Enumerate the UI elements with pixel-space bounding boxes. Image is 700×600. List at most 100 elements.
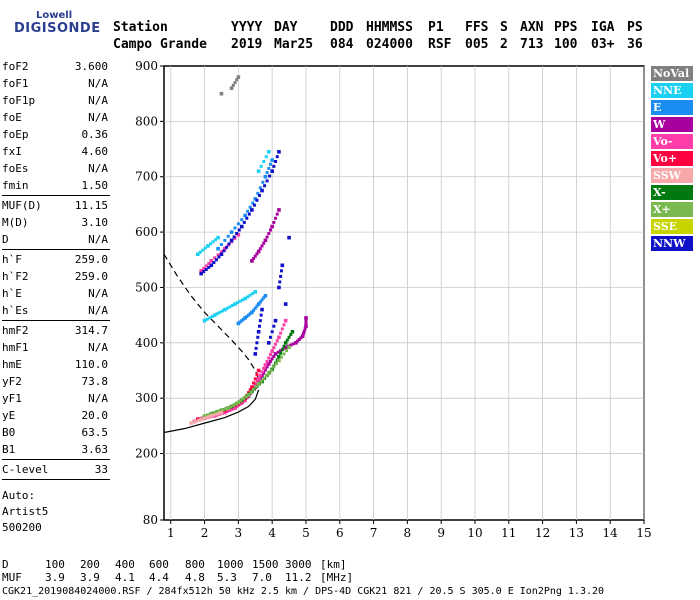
trace-point-nnw	[265, 179, 269, 183]
trace-point-nnw	[212, 261, 216, 265]
param-value: 259.0	[74, 253, 108, 266]
trace-point-e	[258, 300, 262, 304]
trace-point-ssw	[192, 420, 196, 424]
trace-point-nne	[236, 301, 240, 305]
distance-value: 3000	[285, 558, 312, 571]
trace-point-w	[291, 342, 295, 346]
param-divider	[2, 320, 110, 321]
trace-point-nnw	[204, 267, 208, 271]
trace-point-ssw	[202, 416, 206, 420]
muf-value: 7.0	[252, 571, 272, 584]
trace-point-nne	[233, 302, 237, 306]
param-key: foEs	[2, 162, 29, 175]
trace-point-x	[241, 397, 245, 401]
trace-point-nnw	[199, 271, 203, 276]
param-value: 3.600	[74, 60, 108, 73]
trace-point-vo	[270, 349, 274, 353]
distance-label: D	[2, 558, 9, 571]
legend-item-x: X+	[651, 202, 693, 217]
trace-point-e	[240, 218, 244, 222]
muf-value: 11.2	[285, 571, 312, 584]
header-label-3: DDD	[330, 20, 354, 35]
param-divider	[2, 479, 110, 480]
param-key: h`Es	[2, 304, 29, 317]
trace-point-nne	[214, 238, 218, 242]
trace-point-w	[303, 327, 307, 331]
trace-point-nnw	[214, 258, 218, 262]
trace-point-w	[297, 338, 301, 342]
auto-info: 500200	[2, 521, 42, 534]
trace-point-nnw	[270, 330, 274, 334]
trace-point-w	[301, 332, 305, 336]
param-value: N/A	[88, 287, 108, 300]
trace-point-vo	[275, 339, 279, 343]
trace-point-nne	[246, 295, 250, 299]
trace-point-vo	[258, 373, 262, 377]
header-label-2: DAY	[274, 20, 298, 35]
trace-point-vo	[236, 404, 240, 408]
x-tick-label: 9	[437, 526, 445, 540]
distance-value: 1000	[217, 558, 244, 571]
trace-point-nnw	[260, 307, 264, 312]
header-value-2: Mar25	[274, 37, 314, 52]
trace-point-w	[304, 320, 308, 324]
trace-point-e	[216, 246, 220, 251]
param-value: 20.0	[81, 409, 109, 422]
x-tick-label: 12	[535, 526, 550, 540]
trace-point-nne	[198, 250, 202, 254]
y-tick-label: 700	[135, 170, 158, 184]
param-key: C-level	[2, 463, 49, 476]
param-value: N/A	[88, 392, 108, 405]
header-label-1: YYYY	[231, 20, 263, 35]
trace-point-nne	[259, 164, 263, 168]
y-tick-label: 600	[135, 225, 158, 239]
trace-point-noval	[231, 83, 235, 87]
param-value: 3.63	[81, 443, 109, 456]
trace-point-nne	[208, 316, 212, 320]
trace-point-nnw	[254, 346, 258, 350]
x-tick-label: 13	[569, 526, 584, 540]
trace-point-vo	[213, 256, 217, 260]
trace-point-nne	[264, 155, 268, 159]
header-value-3: 084	[330, 37, 354, 52]
trace-point-vo	[202, 266, 206, 270]
trace-point-e	[245, 315, 249, 319]
trace-point-vo	[216, 253, 220, 257]
trace-point-x	[277, 354, 281, 359]
trace-point-e	[236, 321, 241, 326]
param-divider	[2, 249, 110, 250]
param-value: N/A	[88, 77, 108, 90]
trace-point-nnw	[257, 324, 261, 328]
trace-point-x	[269, 368, 273, 372]
trace-point-nne	[225, 306, 229, 310]
header-value-4: 024000	[366, 37, 413, 52]
trace-point-noval	[236, 75, 241, 79]
x-tick-label: 2	[201, 526, 209, 540]
header-value-10: 03+	[591, 37, 615, 52]
param-key: fxI	[2, 145, 22, 158]
muf-value: 3.9	[80, 571, 100, 584]
trace-point-w	[253, 254, 257, 258]
trace-point-e	[248, 205, 252, 209]
trace-point-x	[244, 395, 248, 399]
trace-point-nnw	[258, 319, 262, 323]
header-label-4: HHMMSS	[366, 20, 413, 35]
trace-point-w	[304, 322, 308, 326]
x-tick-label: 4	[268, 526, 276, 540]
trace-point-x	[259, 379, 263, 383]
trace-point-w	[262, 241, 266, 245]
param-row: foF1 N/A	[2, 77, 108, 93]
legend-item-sse: SSE	[651, 219, 693, 234]
trace-point-ssw	[189, 421, 193, 425]
trace-point-vo	[255, 380, 259, 384]
trace-point-nnw	[274, 160, 278, 164]
trace-point-x	[254, 385, 258, 389]
header-label-10: IGA	[591, 20, 615, 35]
trace-point-x	[279, 355, 283, 359]
y-tick-label: 300	[135, 391, 158, 405]
trace-point-nne	[253, 290, 258, 294]
x-tick-label: 3	[235, 526, 243, 540]
param-row: B0 63.5	[2, 426, 108, 442]
trace-point-nnw	[222, 249, 226, 253]
legend-item-nnw: NNW	[651, 236, 693, 251]
